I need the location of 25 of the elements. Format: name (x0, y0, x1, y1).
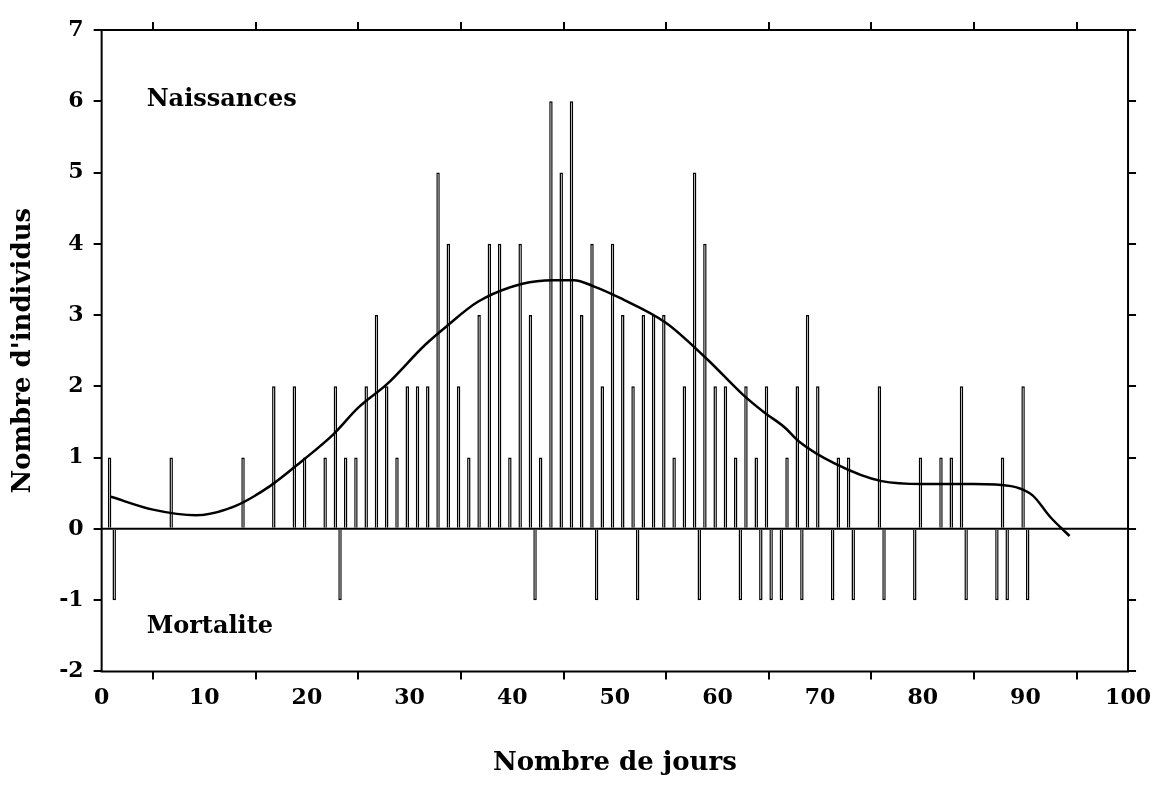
x-tick-label: 80 (907, 683, 939, 710)
annotation: Naissances (146, 83, 297, 113)
x-tick-label: 70 (804, 683, 836, 710)
x-tick-label: 100 (1105, 683, 1152, 710)
y-tick-label: -1 (59, 584, 84, 611)
annotation: Mortalite (146, 609, 274, 639)
x-axis-title: Nombre de jours (492, 746, 737, 777)
x-tick-label: 90 (1010, 683, 1041, 710)
y-axis-title: Nombre d'individus (6, 207, 37, 494)
y-tick-label: 1 (68, 442, 84, 469)
y-tick-label: 0 (68, 513, 84, 540)
y-tick-label: 3 (68, 299, 84, 326)
y-tick-label: 5 (68, 157, 84, 184)
x-tick-label: 40 (496, 683, 528, 710)
x-tick-label: 0 (93, 683, 110, 710)
x-tick-label: 20 (291, 683, 323, 710)
y-tick-label: 7 (68, 14, 84, 41)
x-tick-label: 10 (188, 683, 220, 710)
y-tick-label: 4 (68, 228, 84, 255)
y-tick-label: -2 (59, 656, 84, 683)
x-tick-label: 60 (702, 683, 733, 710)
x-tick-label: 30 (394, 683, 425, 710)
y-tick-label: 6 (68, 85, 84, 112)
y-tick-label: 2 (68, 371, 84, 398)
x-tick-label: 50 (599, 683, 631, 710)
